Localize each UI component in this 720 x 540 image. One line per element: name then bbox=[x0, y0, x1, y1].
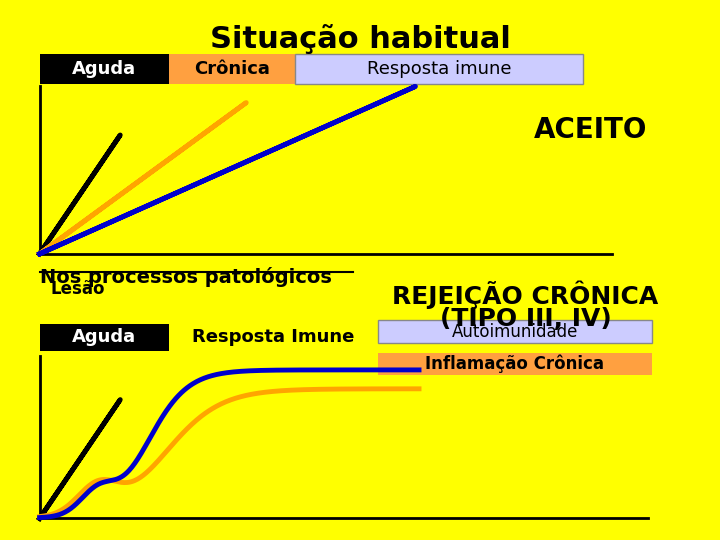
Text: ACEITO: ACEITO bbox=[534, 116, 647, 144]
Text: Nos processos patológicos: Nos processos patológicos bbox=[40, 267, 331, 287]
FancyBboxPatch shape bbox=[40, 324, 169, 351]
FancyBboxPatch shape bbox=[40, 54, 169, 84]
FancyBboxPatch shape bbox=[378, 320, 652, 343]
Text: Aguda: Aguda bbox=[72, 60, 137, 78]
Text: REJEIÇÃO CRÔNICA: REJEIÇÃO CRÔNICA bbox=[392, 280, 659, 308]
Text: Aguda: Aguda bbox=[72, 328, 137, 347]
Text: Autoimunidade: Autoimunidade bbox=[451, 322, 578, 341]
FancyBboxPatch shape bbox=[169, 54, 295, 84]
Text: Resposta Imune: Resposta Imune bbox=[192, 328, 355, 347]
Text: Situação habitual: Situação habitual bbox=[210, 24, 510, 55]
FancyBboxPatch shape bbox=[295, 54, 583, 84]
Text: Resposta imune: Resposta imune bbox=[367, 60, 511, 78]
Text: Lesão: Lesão bbox=[50, 280, 105, 298]
FancyBboxPatch shape bbox=[378, 353, 652, 375]
Text: Inflamação Crônica: Inflamação Crônica bbox=[426, 355, 604, 373]
Text: (TIPO III, IV): (TIPO III, IV) bbox=[440, 307, 611, 330]
Text: Inflamação: Inflamação bbox=[76, 55, 170, 70]
Text: Crônica: Crônica bbox=[194, 60, 270, 78]
